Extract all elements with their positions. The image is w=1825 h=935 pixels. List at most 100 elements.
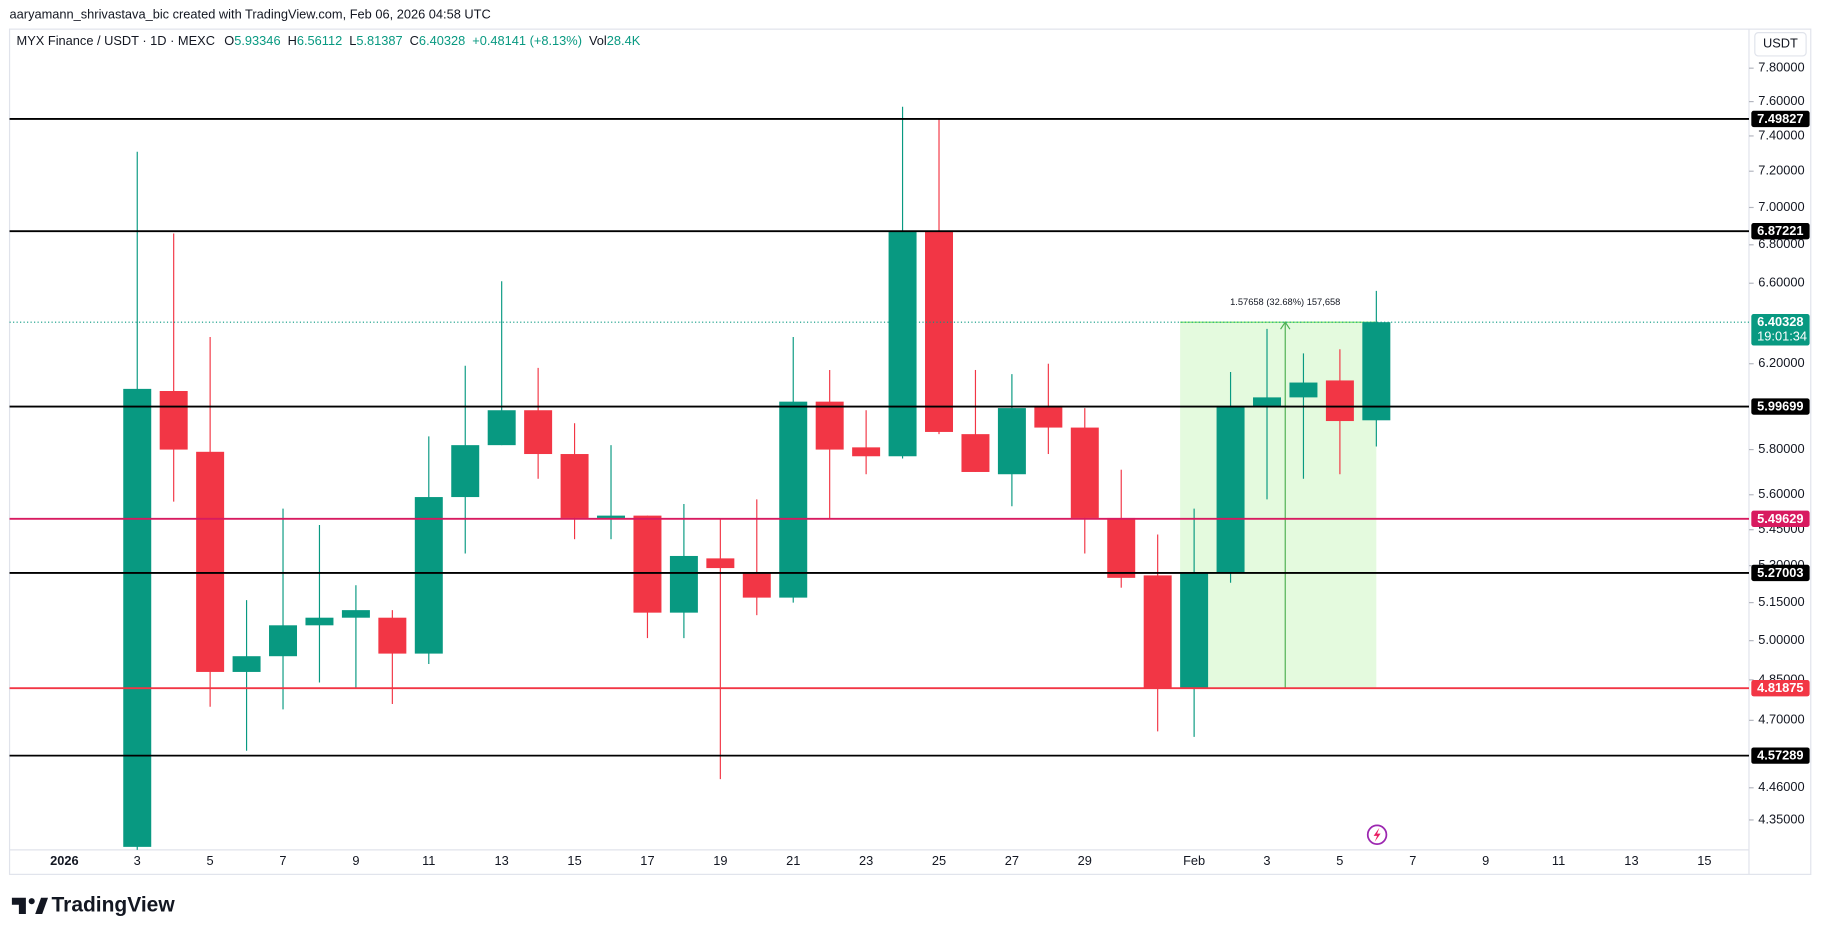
candle-body <box>1216 405 1245 573</box>
y-tick-label: 5.15000 <box>1758 594 1804 609</box>
candle-body <box>888 231 917 457</box>
x-tick-label: 15 <box>1697 853 1711 868</box>
last-price-label: 6.40328 <box>1757 314 1803 329</box>
legend-symbol: MYX Finance / USDT · 1D · MEXC <box>17 33 215 48</box>
candle-body <box>1180 572 1209 688</box>
legend-label: O <box>224 33 234 48</box>
y-tick-label: 4.46000 <box>1758 779 1804 794</box>
candle-body <box>597 515 626 518</box>
y-tick-label: 7.80000 <box>1758 60 1804 75</box>
legend-value: 5.81387 <box>356 33 402 48</box>
measure-area <box>1180 322 1377 689</box>
candle-body <box>1325 380 1354 422</box>
chart-frame <box>8 28 1812 875</box>
candle-body <box>1034 405 1063 428</box>
x-tick-label: 29 <box>1078 853 1092 868</box>
level-label: 5.27003 <box>1757 565 1803 580</box>
level-label: 7.49827 <box>1757 111 1803 126</box>
level-label: 4.57289 <box>1757 748 1803 763</box>
x-tick-label: 9 <box>1482 853 1489 868</box>
y-tick-label: 7.60000 <box>1758 93 1804 108</box>
candle-body <box>1143 575 1172 688</box>
y-tick-label: 7.00000 <box>1758 199 1804 214</box>
legend-label: H <box>288 33 297 48</box>
brand: TradingView <box>52 893 176 916</box>
y-tick-label: 5.00000 <box>1758 632 1804 647</box>
level-label-box <box>1751 398 1810 415</box>
level-label: 5.99699 <box>1757 399 1803 414</box>
candle-body <box>1070 427 1099 518</box>
level-label: 4.81875 <box>1757 680 1803 695</box>
legend-label: Vol <box>589 33 607 48</box>
candle-body <box>159 391 188 450</box>
candle-body <box>669 555 698 613</box>
legend-value: 6.56112 <box>297 33 342 48</box>
legend-change: +0.48141 (+8.13%) <box>472 33 582 48</box>
x-tick-label: 11 <box>1552 853 1565 868</box>
candle-body <box>1362 322 1391 421</box>
y-tick-label: 4.35000 <box>1758 811 1804 826</box>
x-tick-label: 19 <box>713 853 727 868</box>
candle-body <box>815 401 844 450</box>
x-tick-label: Feb <box>1183 853 1205 868</box>
countdown: 19:01:34 <box>1757 329 1807 344</box>
y-tick-label: 7.20000 <box>1758 163 1804 178</box>
y-tick-label: 6.60000 <box>1758 275 1804 290</box>
x-tick-label: 15 <box>567 853 581 868</box>
legend-value: 28.4K <box>607 33 641 48</box>
legend-label: L <box>349 33 356 48</box>
candle-body <box>341 610 370 618</box>
x-tick-label: 7 <box>279 853 286 868</box>
level-label-box <box>1751 680 1810 697</box>
x-tick-label: 11 <box>422 853 435 868</box>
x-tick-label: 25 <box>932 853 946 868</box>
level-label: 5.49629 <box>1757 511 1803 526</box>
x-tick-label: 3 <box>1263 853 1270 868</box>
lightning-icon[interactable] <box>1366 824 1388 845</box>
legend: MYX Finance / USDT · 1D · MEXC O5.93346 H6… <box>17 33 641 48</box>
x-tick-label: 27 <box>1005 853 1019 868</box>
candle-body <box>1107 517 1136 578</box>
legend-value: 6.40328 <box>419 33 465 48</box>
level-label-box <box>1751 223 1810 240</box>
candle-body <box>1289 382 1318 398</box>
tradingview-logo[interactable] <box>11 897 49 915</box>
y-tick-label: 5.60000 <box>1758 486 1804 501</box>
candle-body <box>779 401 808 598</box>
candle-body <box>1253 397 1281 406</box>
measure-label: 1.57658 (32.68%) 157,658 <box>1230 297 1340 307</box>
x-tick-label: 21 <box>786 853 800 868</box>
candle-body <box>852 447 881 457</box>
x-tick-label: 13 <box>1624 853 1638 868</box>
candle-body <box>997 408 1026 475</box>
candle-body <box>305 617 334 626</box>
currency-box[interactable] <box>1754 32 1807 57</box>
level-label-box <box>1751 510 1810 527</box>
candle-body <box>414 497 443 654</box>
legend-label: C <box>410 33 419 48</box>
candle-body <box>451 445 480 498</box>
currency: USDT <box>1763 36 1798 51</box>
x-tick-label: 17 <box>640 853 654 868</box>
candle-body <box>706 558 735 569</box>
x-tick-label: 5 <box>1336 853 1343 868</box>
y-tick-label: 6.20000 <box>1758 355 1804 370</box>
candle-body <box>269 625 298 657</box>
y-tick-label: 6.80000 <box>1758 236 1804 251</box>
level-label-box <box>1751 747 1810 764</box>
candle-body <box>123 388 152 847</box>
level-label-box <box>1751 110 1810 128</box>
x-tick-label: 13 <box>495 853 509 868</box>
x-tick-label: 2026 <box>50 853 79 868</box>
candle-body <box>196 451 225 672</box>
x-tick-label: 23 <box>859 853 873 868</box>
x-tick-label: 5 <box>207 853 214 868</box>
legend-value: 5.93346 <box>234 33 280 48</box>
y-tick-label: 7.40000 <box>1758 127 1804 142</box>
attribution: aaryamann_shrivastava_bic created with T… <box>10 7 491 22</box>
candle-body <box>232 656 261 672</box>
x-tick-label: 3 <box>134 853 141 868</box>
